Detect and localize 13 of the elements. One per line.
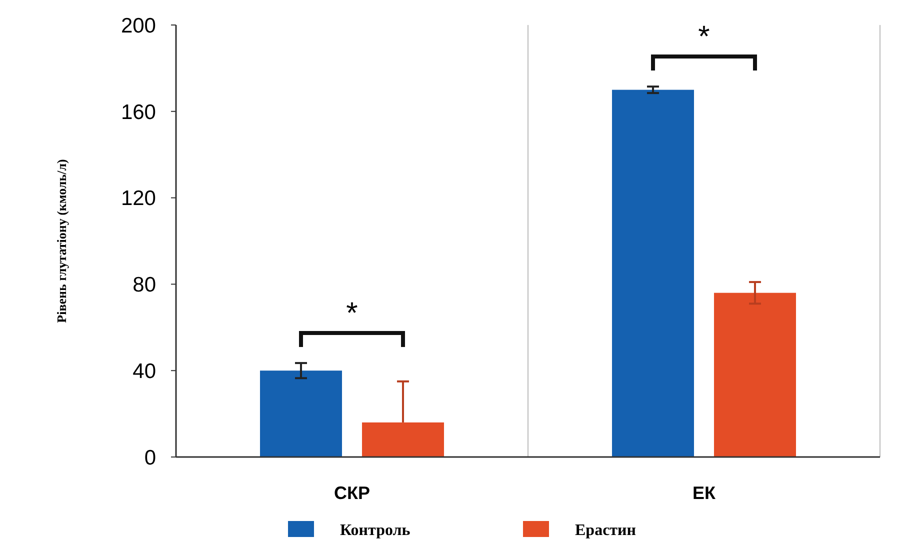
y-tick-label: 160 — [120, 100, 156, 124]
y-tick-label: 80 — [132, 274, 156, 297]
x-tick-label: ЕК — [692, 483, 717, 503]
y-axis-title: Рівень глутатіону (кмоль/л) — [54, 159, 69, 323]
legend-label: Ерастин — [575, 522, 636, 539]
legend-label: Контроль — [340, 522, 411, 539]
y-tick-label: 40 — [132, 360, 156, 383]
y-tick-label: 200 — [120, 14, 156, 38]
x-tick-label: СКР — [334, 483, 370, 503]
y-tick-label: 120 — [120, 187, 156, 210]
annotation: * — [698, 20, 710, 54]
annotation: * — [346, 297, 358, 330]
y-tick-label: 0 — [144, 446, 156, 470]
